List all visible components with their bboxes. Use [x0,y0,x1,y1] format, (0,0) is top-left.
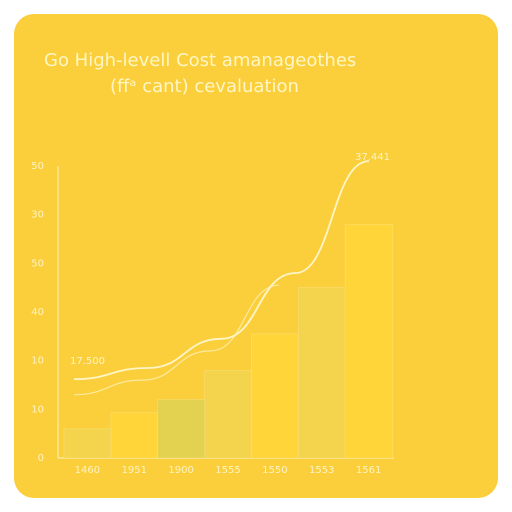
y-tick-label: 40 [31,307,44,318]
chart-subtitle: (ffᵃ cant) cevaluation [110,76,299,97]
bar-1555 [204,370,253,459]
y-tick-labels: 0 10 10 40 50 30 50 [31,161,44,464]
bar-1553 [297,287,347,459]
annotation-label: 17.500 [70,356,105,367]
x-tick-label: 1555 [215,465,240,476]
y-tick-label: 10 [31,404,44,415]
bar-1900 [157,399,206,459]
annotation-label: 37.441 [355,152,390,163]
series-line-2 [73,284,280,396]
y-tick-label: 0 [38,453,44,464]
y-tick-label: 50 [31,161,44,172]
bar-1951 [110,412,160,459]
x-tick-label: 1553 [309,465,334,476]
y-tick-label: 50 [31,258,44,269]
bar-line-chart: 0 10 10 40 50 30 50 1460 1951 1900 1555 1550 1553 15… [31,152,394,476]
x-tick-label: 1900 [168,465,193,476]
y-tick-label: 30 [31,210,44,221]
bar-1460 [63,428,113,459]
series-line-1 [73,160,370,381]
chart-title: Go High-levell Cost amanageothes [44,50,357,71]
x-tick-label: 1460 [75,465,100,476]
lines-group [73,160,370,396]
bar-1550 [251,333,300,459]
bars-group [63,224,394,459]
bar-1561 [344,224,394,459]
annotations-group: 37.441 17.500 [70,152,390,367]
y-tick-label: 10 [31,356,44,367]
x-tick-label: 1561 [356,465,381,476]
x-tick-label: 1951 [122,465,147,476]
x-tick-labels: 1460 1951 1900 1555 1550 1553 1561 [75,465,382,476]
chart-card: Go High-levell Cost amanageothes (ffᵃ ca… [14,14,498,498]
x-tick-label: 1550 [262,465,287,476]
